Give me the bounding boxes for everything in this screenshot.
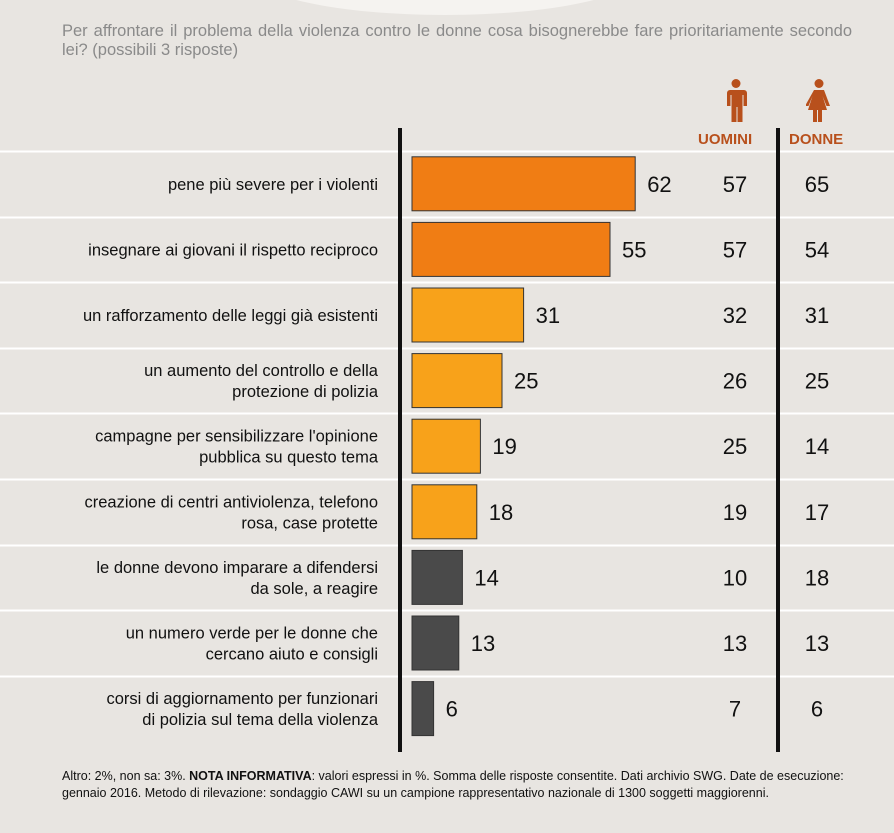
men-value: 7 [729, 697, 741, 722]
bar [411, 156, 636, 212]
bar [411, 221, 611, 277]
category-label: protezione di polizia [232, 383, 379, 401]
bar-value-label: 62 [647, 172, 671, 197]
bar [411, 418, 481, 474]
survey-question: Per affrontare il problema della violenz… [62, 22, 852, 59]
category-label: campagne per sensibilizzare l'opinione [95, 428, 378, 446]
bar-value-label: 31 [536, 303, 560, 328]
category-label: pubblica su questo tema [199, 449, 379, 467]
men-value: 57 [723, 172, 747, 197]
category-label: corsi di aggiornamento per funzionari [107, 690, 379, 708]
bar-chart: pene più severe per i violenti 62 57 65inse… [0, 128, 894, 752]
category-label: creazione di centri antiviolenza, telefo… [84, 493, 378, 511]
bar-value-label: 25 [514, 369, 538, 394]
women-value: 13 [805, 631, 829, 656]
category-label: di polizia sul tema della violenza [142, 711, 379, 729]
column-header-women: DONNE [789, 131, 844, 148]
bar-value-label: 6 [446, 697, 458, 722]
men-value: 10 [723, 565, 747, 590]
category-label: insegnare ai giovani il rispetto recipro… [88, 241, 378, 259]
bar [411, 353, 503, 409]
footnote-pre: Altro: 2%, non sa: 3%. [62, 769, 190, 783]
women-value: 6 [811, 697, 823, 722]
category-label: le donne devono imparare a difendersi [96, 559, 378, 577]
women-value: 18 [805, 565, 829, 590]
women-value: 54 [805, 237, 829, 262]
bar [411, 681, 435, 737]
category-label: un numero verde per le donne che [126, 625, 378, 643]
bar-value-label: 19 [492, 434, 516, 459]
women-value: 17 [805, 500, 829, 525]
bar-value-label: 14 [474, 565, 498, 590]
woman-icon [806, 79, 830, 122]
category-label: pene più severe per i violenti [168, 176, 378, 194]
men-value: 25 [723, 434, 747, 459]
men-value: 57 [723, 237, 747, 262]
women-value: 65 [805, 172, 829, 197]
women-value: 14 [805, 434, 829, 459]
category-label: rosa, case protette [241, 514, 378, 532]
women-value: 25 [805, 369, 829, 394]
bar-value-label: 55 [622, 237, 646, 262]
footnote: Altro: 2%, non sa: 3%. NOTA INFORMATIVA:… [62, 768, 852, 802]
category-label: da sole, a reagire [251, 580, 379, 598]
category-label: un rafforzamento delle leggi già esisten… [83, 307, 378, 325]
bar [411, 549, 463, 605]
men-value: 19 [723, 500, 747, 525]
man-icon [727, 79, 747, 122]
men-value: 32 [723, 303, 747, 328]
bar [411, 287, 525, 343]
men-value: 13 [723, 631, 747, 656]
footnote-bold: NOTA INFORMATIVA [189, 769, 312, 783]
category-label: un aumento del controllo e della [144, 362, 379, 380]
bar-value-label: 18 [489, 500, 513, 525]
bar [411, 615, 460, 671]
bar-value-label: 13 [471, 631, 495, 656]
category-label: cercano aiuto e consigli [206, 646, 378, 664]
footnote-post: : valori espressi in %. Somma delle risp… [62, 769, 844, 800]
column-header-men: UOMINI [698, 131, 753, 148]
bar [411, 484, 478, 540]
men-value: 26 [723, 369, 747, 394]
women-value: 31 [805, 303, 829, 328]
